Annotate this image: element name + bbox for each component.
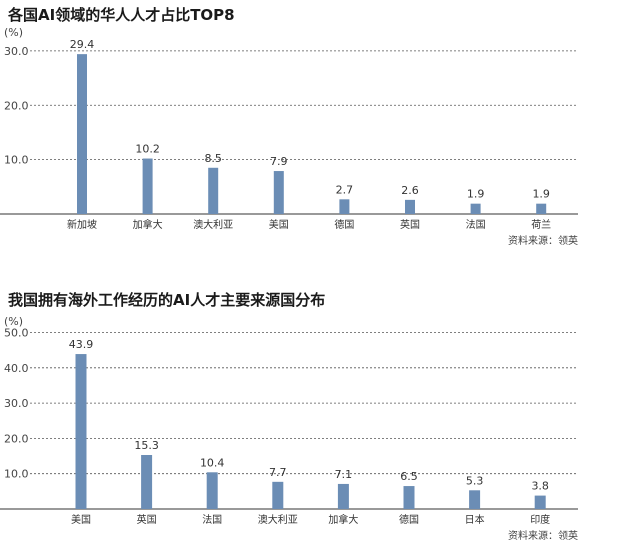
chart-panel-1: 各国AI领域的华人人才占比TOP8 (%) 10.0 20.0 30.0 29.4 新加坡… <box>0 0 630 270</box>
bar <box>206 472 218 509</box>
bar <box>141 455 153 509</box>
y-tick-label: 50.0 <box>4 327 29 340</box>
data-label: 10.2 <box>135 143 160 156</box>
source-note: 资料来源：领英 <box>508 234 578 247</box>
source-note: 资料来源：领英 <box>508 529 578 542</box>
category-label: 英国 <box>137 513 157 526</box>
category-label: 法国 <box>466 218 486 231</box>
bar <box>534 495 546 509</box>
data-label: 43.9 <box>69 338 94 351</box>
bar <box>470 203 481 214</box>
bar <box>339 199 350 214</box>
bar <box>75 354 87 509</box>
category-label: 德国 <box>399 513 419 526</box>
category-label: 美国 <box>269 218 289 231</box>
bar <box>142 158 153 214</box>
y-tick-label: 40.0 <box>4 362 29 375</box>
data-label: 7.7 <box>269 466 287 479</box>
y-tick-label: 20.0 <box>4 432 29 445</box>
data-label: 1.9 <box>467 188 485 201</box>
category-label: 澳大利亚 <box>193 218 233 231</box>
y-tick-label: 20.0 <box>4 99 29 112</box>
data-label: 8.5 <box>204 152 222 165</box>
category-label: 荷兰 <box>531 218 551 231</box>
bar <box>77 54 87 215</box>
y-tick-label: 30.0 <box>4 45 29 58</box>
data-label: 5.3 <box>466 474 484 487</box>
category-label: 加拿大 <box>133 218 163 231</box>
category-label: 日本 <box>465 513 485 526</box>
category-label: 法国 <box>202 513 222 526</box>
data-label: 2.6 <box>401 184 419 197</box>
category-label: 英国 <box>400 218 420 231</box>
data-label: 6.5 <box>400 470 418 483</box>
data-label: 7.9 <box>270 155 288 168</box>
bar <box>469 490 481 509</box>
bar <box>272 481 284 509</box>
y-unit-label: (%) <box>4 315 23 328</box>
bar <box>208 167 219 214</box>
data-label: 29.4 <box>70 38 95 51</box>
y-tick-label: 10.0 <box>4 468 29 481</box>
category-label: 印度 <box>530 513 550 526</box>
chart-plot: (%) 10.0 20.0 30.0 40.0 50.0 43.9 美国 15.3 英国 10.4 法… <box>0 315 578 542</box>
bar <box>403 486 415 509</box>
data-label: 7.1 <box>335 468 353 481</box>
bar <box>405 199 415 214</box>
chart-title: 各国AI领域的华人人才占比TOP8 <box>8 6 235 24</box>
data-label: 1.9 <box>532 188 550 201</box>
chart-title: 我国拥有海外工作经历的AI人才主要来源国分布 <box>8 291 326 309</box>
data-label: 10.4 <box>200 456 225 469</box>
category-label: 澳大利亚 <box>258 513 298 526</box>
chart-panel-2: 我国拥有海外工作经历的AI人才主要来源国分布 (%) 10.0 20.0 30.0 40… <box>0 285 630 551</box>
category-label: 德国 <box>334 218 354 231</box>
category-label: 加拿大 <box>328 513 358 526</box>
data-label: 15.3 <box>134 439 159 452</box>
y-unit-label: (%) <box>4 26 23 39</box>
data-label: 2.7 <box>336 183 354 196</box>
bar <box>536 203 547 214</box>
bar <box>273 171 284 214</box>
chart-plot: (%) 10.0 20.0 30.0 29.4 新加坡 10.2 加拿大 8.5 澳大利亚 7.9 美… <box>0 26 578 247</box>
bar <box>337 483 349 509</box>
data-label: 3.8 <box>531 480 549 493</box>
y-tick-label: 10.0 <box>4 154 29 167</box>
category-label: 美国 <box>71 513 91 526</box>
category-label: 新加坡 <box>67 218 97 231</box>
y-tick-label: 30.0 <box>4 397 29 410</box>
